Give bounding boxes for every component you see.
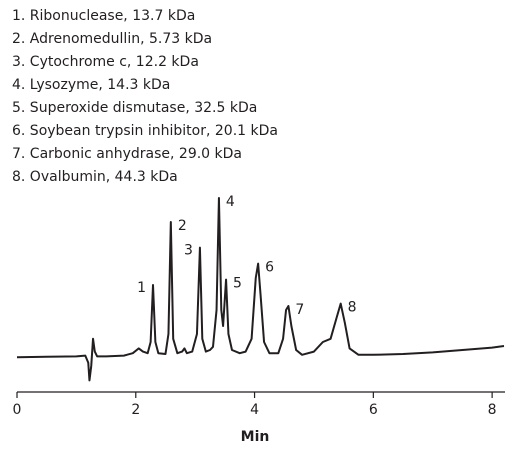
peak-label: 5 [233,276,242,292]
legend-item: 7. Carbonic anhydrase, 29.0 kDa [12,146,242,162]
legend-item: 2. Adrenomedullin, 5.73 kDa [12,31,212,47]
peak-label: 4 [226,194,235,210]
x-tick-label: 6 [369,402,378,418]
x-tick-label: 8 [488,402,497,418]
peak-label: 7 [295,302,304,318]
legend-item: 3. Cytochrome c, 12.2 kDa [12,54,199,70]
x-tick-label: 2 [131,402,140,418]
legend-item: 6. Soybean trypsin inhibitor, 20.1 kDa [12,123,278,139]
peak-label: 6 [265,260,274,276]
peak-label: 1 [137,280,146,296]
peak-label: 3 [184,243,193,259]
legend-item: 8. Ovalbumin, 44.3 kDa [12,169,178,185]
peak-label: 2 [178,218,187,234]
x-tick-label: 0 [13,402,22,418]
legend-item: 4. Lysozyme, 14.3 kDa [12,77,170,93]
legend-item: 5. Superoxide dismutase, 32.5 kDa [12,100,257,116]
legend-item: 1. Ribonuclease, 13.7 kDa [12,8,195,24]
trace [16,197,505,382]
x-tick-label: 4 [250,402,259,418]
x-axis-label: Min [241,429,270,445]
peak-label: 8 [348,300,357,316]
